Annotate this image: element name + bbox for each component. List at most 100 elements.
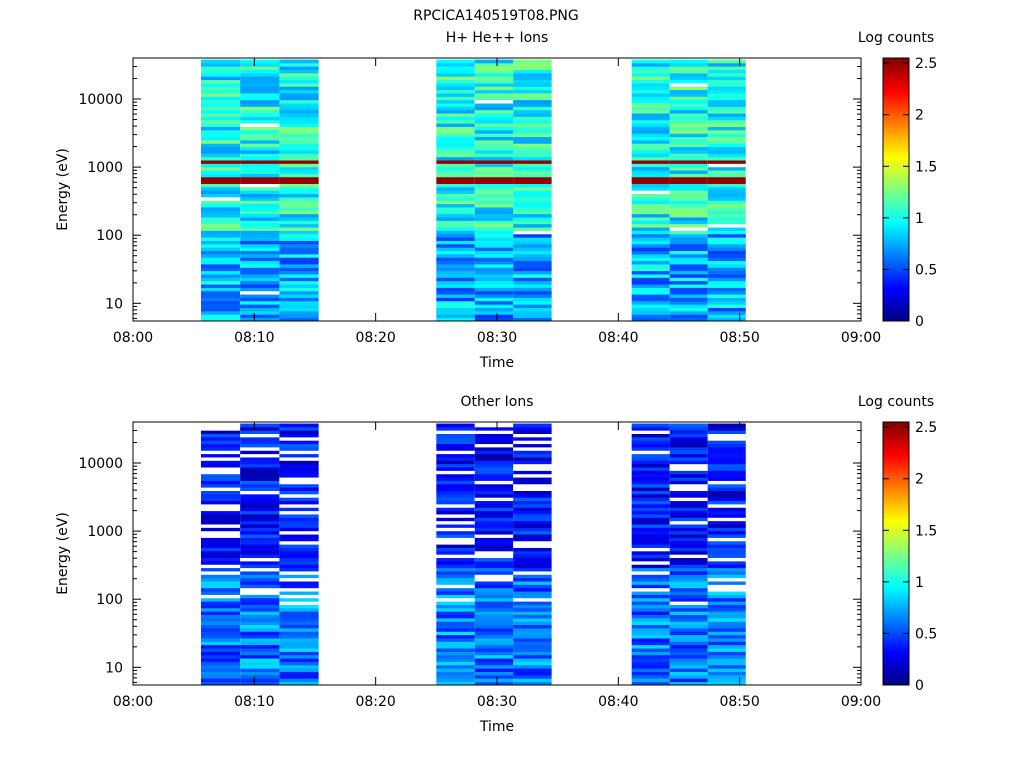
heatmap-cell (513, 503, 552, 508)
colorbar-segment (883, 274, 909, 278)
heatmap-cell (279, 634, 319, 639)
colorbar-segment (883, 481, 909, 484)
heatmap-cell (631, 160, 670, 164)
heatmap-cell (436, 106, 475, 111)
colorbar-segment (883, 264, 909, 267)
heatmap-cell (707, 280, 746, 285)
heatmap-cell (436, 644, 475, 649)
heatmap-cell (631, 79, 670, 84)
colorbar-tick-label: 0 (915, 678, 924, 694)
heatmap-cell (669, 163, 708, 168)
heatmap-cell (436, 247, 475, 252)
heatmap-cell (669, 634, 708, 639)
heatmap-cell (513, 507, 552, 512)
heatmap-cell (707, 651, 746, 656)
y-axis-label: Energy (eV) (55, 512, 71, 595)
heatmap-cell (200, 196, 241, 201)
heatmap-cell (707, 116, 746, 121)
heatmap-cell (513, 473, 552, 478)
heatmap-cell (513, 133, 552, 138)
heatmap-cell (474, 443, 514, 448)
heatmap-cell (631, 146, 670, 151)
colorbar-segment (883, 132, 909, 136)
heatmap-cell (707, 136, 746, 141)
heatmap-cell (474, 237, 514, 241)
colorbar-segment (883, 60, 909, 63)
heatmap-cell (240, 62, 280, 67)
heatmap-cell (436, 467, 475, 471)
heatmap-cell (707, 450, 746, 455)
heatmap-cell (240, 113, 280, 117)
heatmap-cell (200, 490, 241, 495)
heatmap-cell (474, 264, 514, 268)
heatmap-cell (513, 213, 552, 218)
heatmap-cell (669, 527, 708, 532)
heatmap-cell (436, 297, 475, 302)
heatmap-cell (669, 103, 708, 107)
heatmap-cell (279, 527, 319, 532)
heatmap-cell (200, 550, 241, 555)
heatmap-cell (200, 537, 241, 542)
heatmap-cell (631, 143, 670, 148)
heatmap-cell (707, 443, 746, 448)
heatmap-cell (200, 567, 241, 572)
colorbar-segment (883, 680, 909, 684)
colorbar-segment (883, 196, 909, 199)
heatmap-cell (200, 477, 241, 481)
heatmap-cell (669, 314, 708, 319)
heatmap-cell (669, 297, 708, 302)
heatmap-cell (707, 587, 746, 592)
heatmap-cell (474, 480, 514, 485)
heatmap-cell (200, 487, 241, 491)
heatmap-cell (474, 109, 514, 114)
colorbar-segment (883, 119, 909, 123)
heatmap-cell (436, 186, 475, 191)
x-tick-label: 08:00 (113, 694, 153, 710)
colorbar-segment (883, 514, 909, 517)
heatmap-cell (513, 463, 552, 468)
heatmap-cell (279, 614, 319, 619)
heatmap-cell (707, 153, 746, 158)
heatmap-cell (200, 611, 241, 616)
heatmap-cell (436, 648, 475, 652)
heatmap-cell (279, 180, 319, 184)
heatmap-cell (240, 433, 280, 438)
heatmap-cell (669, 160, 708, 164)
heatmap-cell (669, 587, 708, 592)
heatmap-cell (631, 527, 670, 532)
heatmap-cell (200, 200, 241, 205)
heatmap-cell (669, 153, 708, 158)
heatmap-cell (279, 587, 319, 592)
colorbar-segment (883, 189, 909, 193)
heatmap-cell (240, 257, 280, 262)
heatmap-cell (513, 156, 552, 161)
heatmap-cell (200, 237, 241, 241)
heatmap-cell (200, 581, 241, 585)
heatmap-cell (513, 69, 552, 74)
colorbar-segment (883, 88, 909, 92)
colorbar-segment (883, 573, 909, 576)
colorbar-segment (883, 213, 909, 217)
colorbar-segment (883, 531, 909, 535)
colorbar-segment (883, 667, 909, 671)
heatmap-cell (279, 540, 319, 545)
heatmap-cell (513, 139, 552, 144)
heatmap-cell (436, 76, 475, 81)
heatmap-cell (631, 587, 670, 592)
heatmap-cell (279, 517, 319, 522)
heatmap-cell (474, 213, 514, 218)
heatmap-cell (436, 62, 475, 67)
heatmap-cell (279, 436, 319, 441)
heatmap-cell (669, 671, 708, 676)
colorbar-segment (883, 450, 909, 454)
heatmap-cell (279, 139, 319, 144)
colorbar-segment (883, 426, 909, 430)
heatmap-cell (200, 287, 241, 292)
heatmap-cell (513, 634, 552, 639)
colorbar-segment (883, 678, 909, 682)
colorbar-tick-label: 0 (915, 314, 924, 330)
heatmap-cell (474, 253, 514, 258)
heatmap-cell (279, 671, 319, 676)
heatmap-cell (474, 631, 514, 636)
heatmap-cell (669, 433, 708, 438)
